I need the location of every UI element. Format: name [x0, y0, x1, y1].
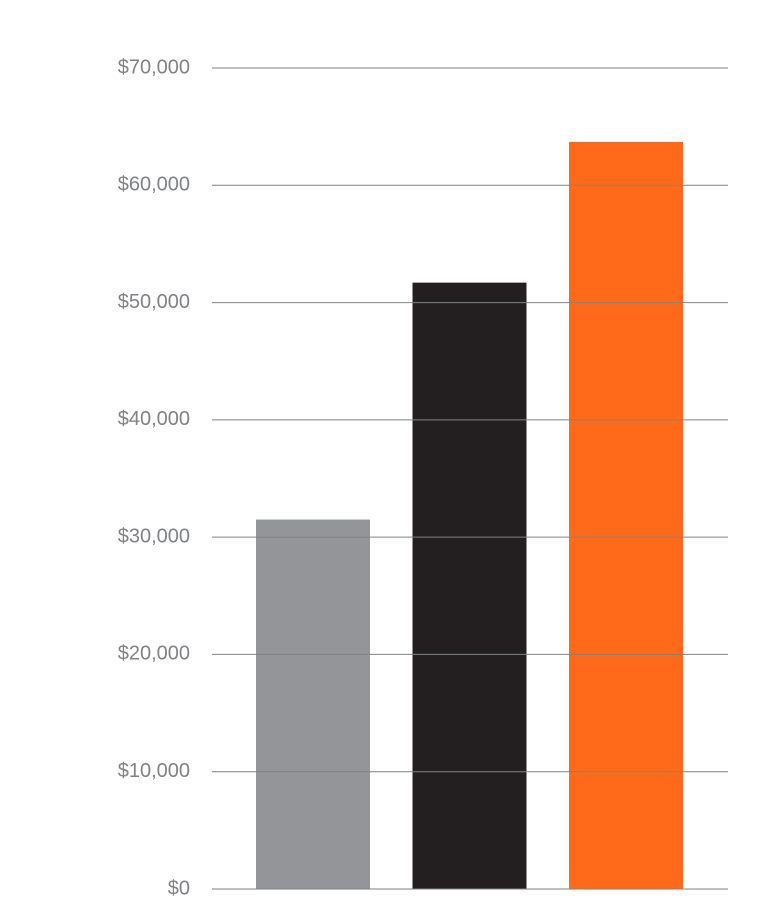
y-tick-label: $40,000: [118, 408, 190, 430]
bar: [256, 519, 370, 889]
y-tick-label: $70,000: [118, 56, 190, 78]
y-tick-label: $0: [168, 877, 190, 899]
y-tick-label: $10,000: [118, 760, 190, 782]
y-tick-label: $60,000: [118, 174, 190, 196]
bar: [412, 282, 527, 890]
y-tick-label: $20,000: [118, 643, 190, 665]
bar: [569, 141, 683, 889]
y-tick-label: $50,000: [118, 291, 190, 313]
y-tick-label: $30,000: [118, 525, 190, 547]
